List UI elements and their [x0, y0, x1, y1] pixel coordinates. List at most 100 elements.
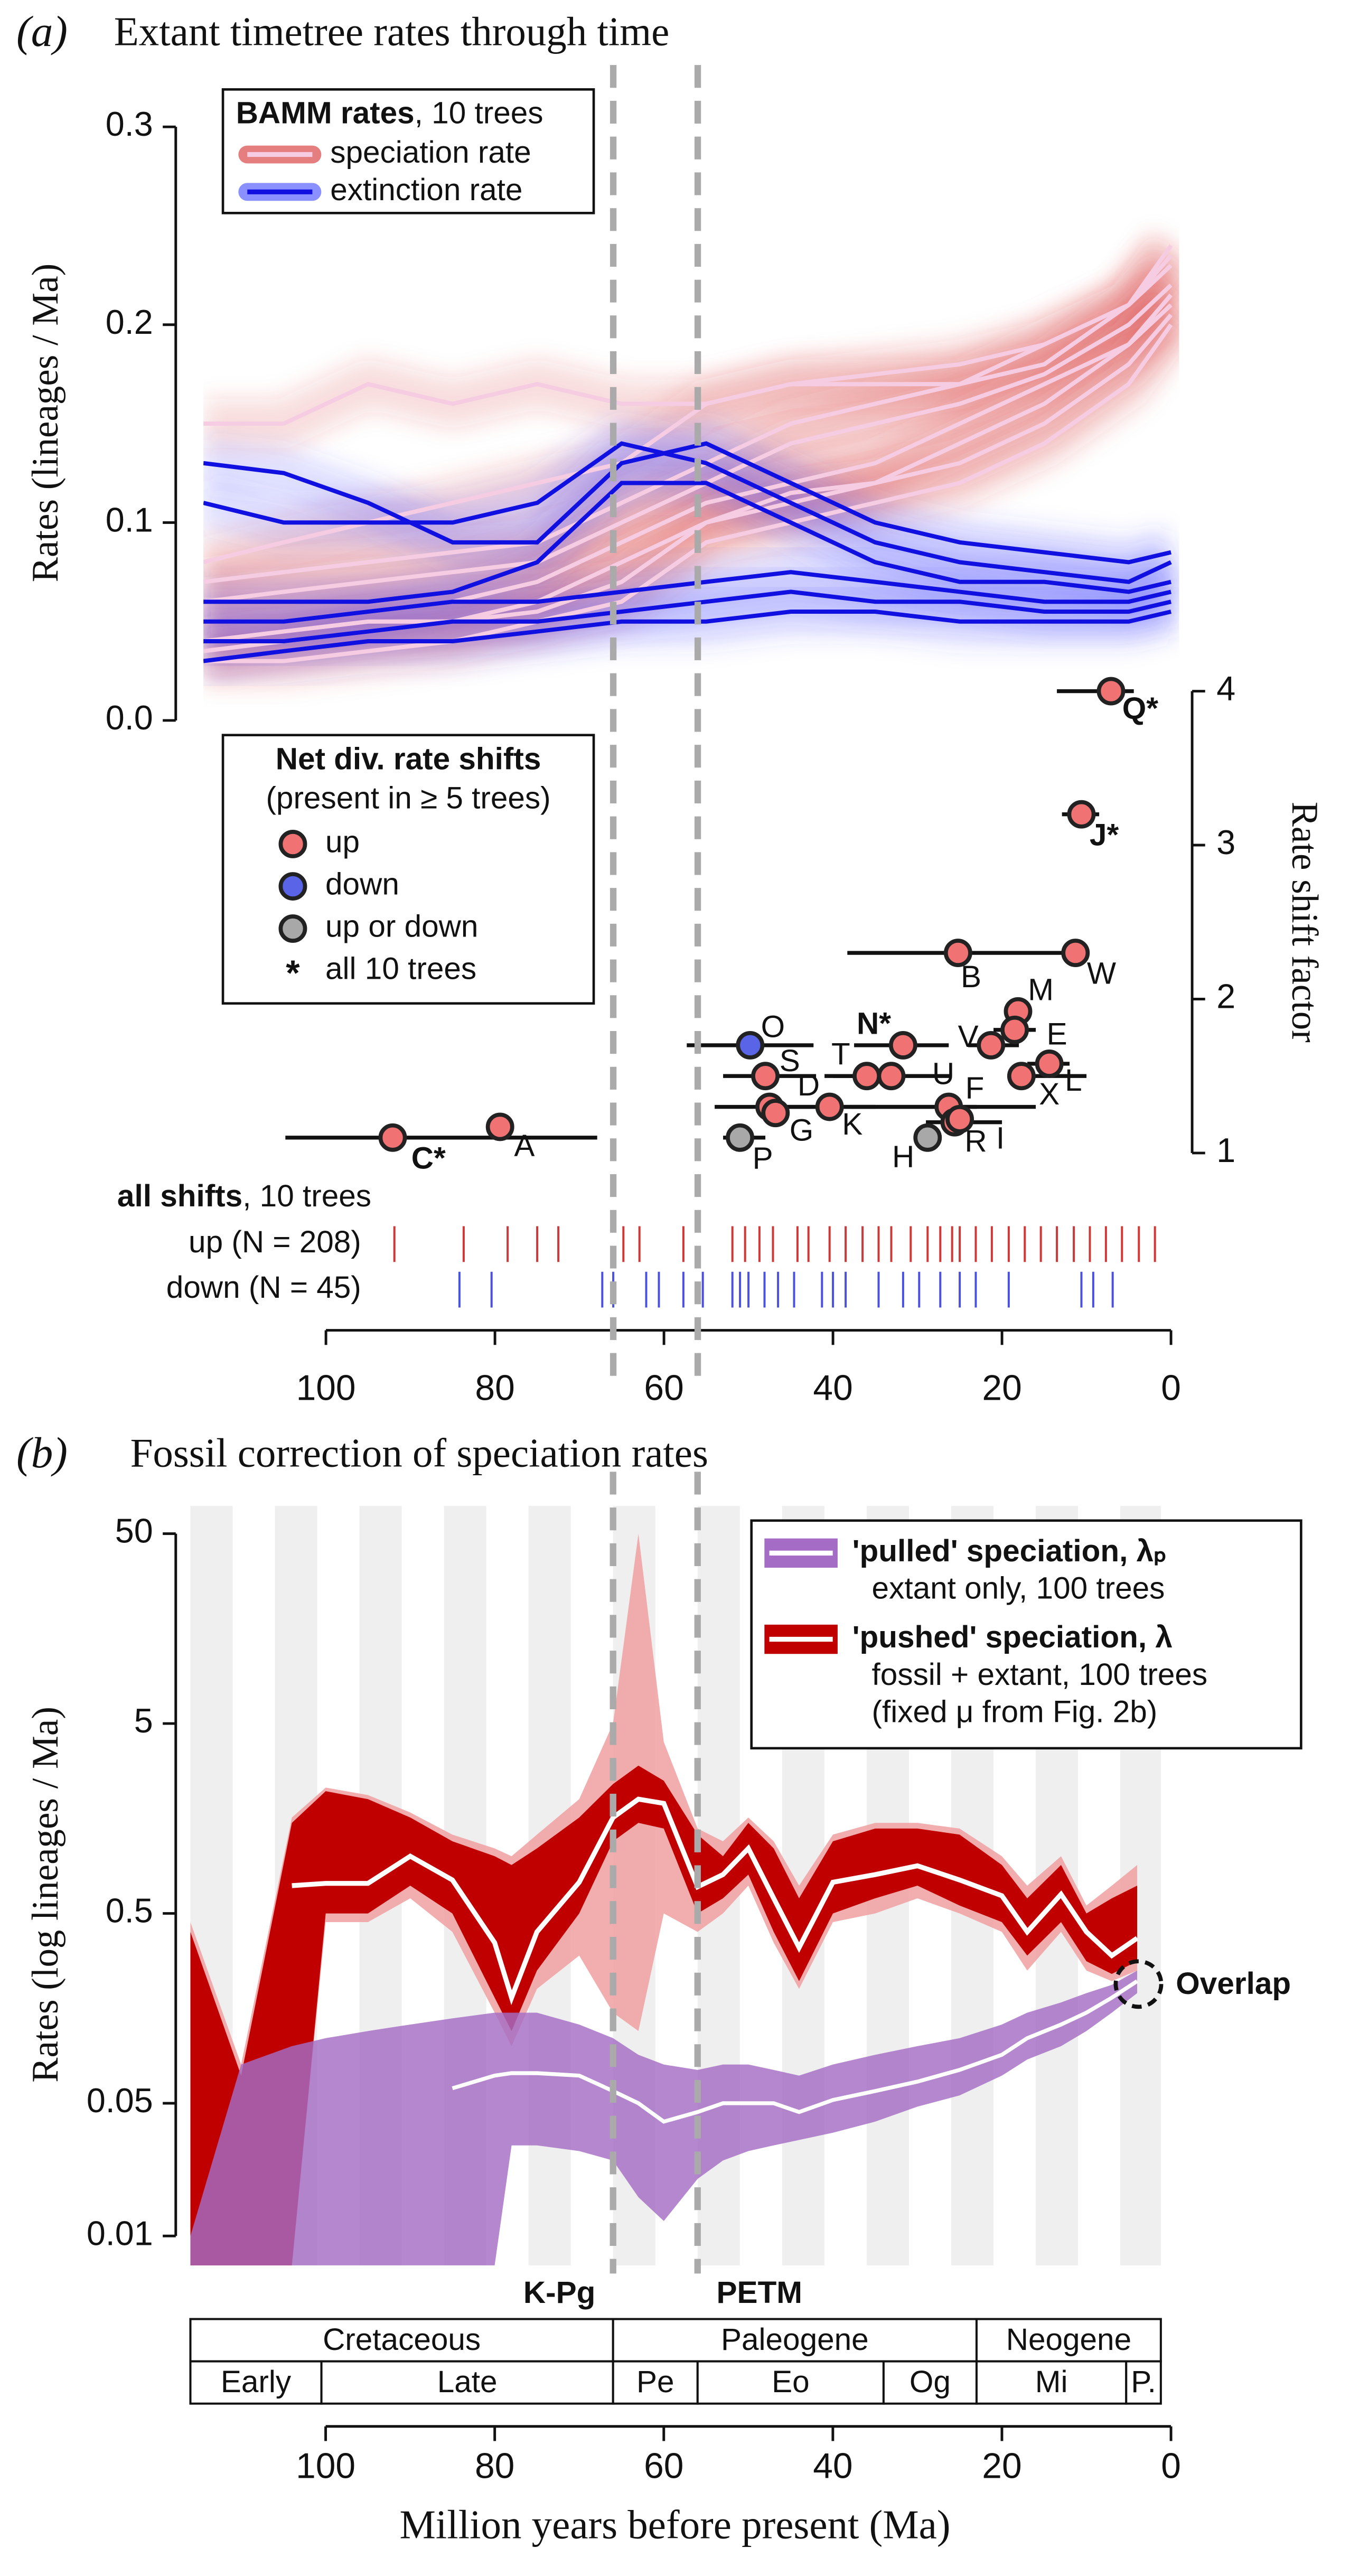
shift-label: L: [1065, 1063, 1082, 1098]
legend-note: fossil + extant, 100 trees: [872, 1657, 1208, 1692]
legend-label: up: [325, 825, 360, 859]
shift-point: [736, 1031, 765, 1060]
legend-label: extinction rate: [330, 173, 522, 207]
panel-label: (b): [16, 1428, 68, 1477]
x-tick-label: 80: [475, 2447, 514, 2486]
timescale-cell: [975, 2360, 1128, 2405]
shift-label: M: [1028, 972, 1054, 1007]
shift-point: [852, 1062, 882, 1091]
band: [190, 1765, 1138, 2265]
legend-symbol: *: [286, 953, 300, 993]
shift-label: I: [996, 1121, 1005, 1155]
rug-title-bold: all shifts: [117, 1179, 242, 1214]
timescale-label: Early: [221, 2365, 292, 2399]
outer-band: [190, 1533, 1138, 2265]
overlap-marker: [1113, 1959, 1164, 2009]
rate-line: [203, 481, 1171, 604]
shift-label: C*: [411, 1141, 446, 1175]
timescale-cell: [320, 2360, 614, 2405]
shift-point: [877, 1062, 906, 1091]
legend-box: [750, 1519, 1302, 1750]
y-tick-label: 50: [115, 1512, 153, 1550]
x-tick-label: 40: [813, 2447, 852, 2486]
y-tick-label: 0.5: [106, 1891, 153, 1930]
legend-box: [221, 734, 595, 1005]
shift-point: [485, 1112, 514, 1141]
median-line: [452, 1979, 1139, 2124]
legend-subtitle: (present in ≥ 5 trees): [266, 781, 550, 815]
shift-point: [1061, 939, 1090, 967]
shift-point: [726, 1123, 755, 1152]
y-axis-label: Rates (log lineages / Ma): [25, 1707, 66, 2083]
timescale-cell: [882, 2360, 978, 2405]
shift-label: O: [761, 1010, 785, 1044]
legend-marker: [278, 914, 307, 943]
shift-label: U: [932, 1057, 954, 1091]
y-tick-label: 0.01: [87, 2214, 153, 2252]
shift-label: H: [892, 1139, 914, 1174]
rate-line: [203, 609, 1171, 663]
x-tick-label: 80: [475, 1368, 514, 1408]
shift-label: N*: [857, 1006, 891, 1041]
rate-line: [203, 570, 1171, 624]
legend-label: 'pulled' speciation, λₚ: [852, 1534, 1167, 1568]
x-tick-label: 20: [982, 2447, 1021, 2486]
x-tick-label: 40: [813, 1368, 852, 1408]
shift-point: [1035, 1049, 1064, 1078]
y-tick-label: 0.2: [106, 303, 153, 341]
shift-label: F: [965, 1071, 985, 1106]
x-tick-label: 20: [982, 1368, 1021, 1408]
x-tick-label: 100: [296, 2447, 355, 2486]
shift-label: B: [961, 960, 981, 994]
shift-point: [1007, 1062, 1036, 1091]
panel-label: (a): [16, 7, 68, 55]
shift-label: E: [1047, 1017, 1067, 1052]
median-line: [292, 1796, 1139, 2006]
timescale-cell: [189, 2360, 323, 2405]
rug-label: down (N = 45): [166, 1270, 361, 1305]
legend-note: (fixed μ from Fig. 2b): [872, 1695, 1158, 1729]
timescale-label: P.: [1131, 2365, 1156, 2399]
shift-label: X: [1039, 1077, 1060, 1111]
legend-label: speciation rate: [330, 135, 531, 170]
x-tick-label: 60: [644, 1368, 683, 1408]
timescale-label: Eo: [772, 2365, 810, 2399]
annotation: Overlap: [1176, 1966, 1291, 2001]
shift-point: [1067, 800, 1096, 829]
y-tick-label: 0.3: [106, 105, 153, 143]
y-tick-label: 0.1: [106, 500, 153, 539]
shift-point: [761, 1099, 790, 1128]
shift-label: K: [842, 1107, 862, 1141]
shift-point: [977, 1031, 1006, 1060]
timescale-cell: [189, 2318, 614, 2363]
x-axis-label: Million years before present (Ma): [399, 2502, 950, 2547]
legend-label: down: [325, 867, 399, 901]
shift-label: G: [790, 1113, 813, 1148]
shift-point: [913, 1123, 942, 1152]
timescale-cell: [696, 2360, 885, 2405]
legend-title: Net div. rate shifts: [276, 742, 541, 776]
shift-label: A: [514, 1129, 535, 1163]
rug-title: all shifts, 10 trees: [117, 1179, 371, 1214]
shift-label: Q*: [1122, 691, 1158, 726]
y-tick-label: 5: [134, 1701, 153, 1740]
legend-note: , 10 trees: [415, 96, 543, 130]
x-tick-label: 100: [296, 1368, 356, 1408]
shift-label: P: [753, 1141, 773, 1175]
timescale-label: Paleogene: [721, 2322, 869, 2357]
shift-point: [378, 1123, 407, 1152]
shift-point: [751, 1062, 780, 1091]
timescale-label: Og: [910, 2365, 951, 2399]
rate-line: [203, 589, 1171, 644]
band: [190, 1970, 1138, 2265]
x-tick-label: 60: [644, 2447, 683, 2486]
rug-note: , 10 trees: [242, 1179, 371, 1214]
shift-point: [945, 1104, 974, 1134]
legend-label: up or down: [325, 910, 478, 944]
shift-point: [1000, 1015, 1029, 1044]
legend-label: all 10 trees: [325, 952, 476, 986]
rate-line: [203, 441, 1171, 565]
y-tick-label: 0.0: [106, 698, 153, 737]
rate-line: [203, 323, 1173, 663]
